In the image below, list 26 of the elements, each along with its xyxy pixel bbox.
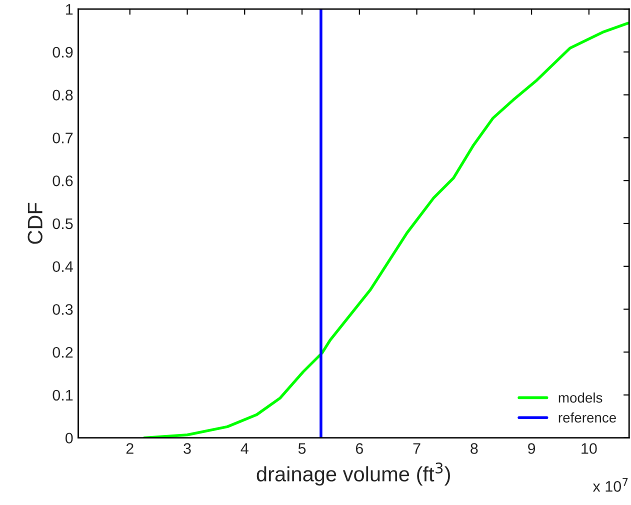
y-tick-label: 0.6	[52, 175, 73, 186]
x-tick-label: 3	[184, 443, 191, 454]
y-tick-label: 0.2	[52, 346, 73, 358]
x-axis-title: drainage volume (ft$^{3}$)	[256, 462, 450, 486]
x-tick-label: 9	[528, 443, 536, 454]
x-tick-label: 4	[240, 443, 248, 454]
y-tick-label: 0.8	[52, 90, 73, 101]
y-tick-label: 0.3	[52, 304, 73, 315]
x-tick-label: 7	[413, 443, 420, 454]
x-tick-label: 5	[298, 443, 306, 454]
line-series	[142, 22, 630, 438]
x-tick-label: 6	[356, 443, 363, 454]
y-tick-label: 0.9	[52, 46, 73, 58]
y-tick-label: 0.4	[52, 261, 73, 272]
legend-label: reference	[558, 412, 616, 423]
text: x 10$^{7}$	[592, 478, 628, 492]
y-axis-title: CDF	[28, 202, 42, 244]
y-tick-label: 0.7	[52, 132, 73, 144]
y-tick-label: 1	[66, 4, 73, 15]
legend-label: models	[558, 392, 602, 403]
x-tick-label: 10	[582, 443, 597, 454]
x-tick-label: 2	[126, 443, 134, 454]
y-tick-label: 0.1	[52, 390, 73, 401]
y-tick-label: 0	[65, 432, 73, 444]
x-tick-label: 8	[470, 443, 478, 454]
y-tick-label: 0.5	[52, 218, 73, 230]
